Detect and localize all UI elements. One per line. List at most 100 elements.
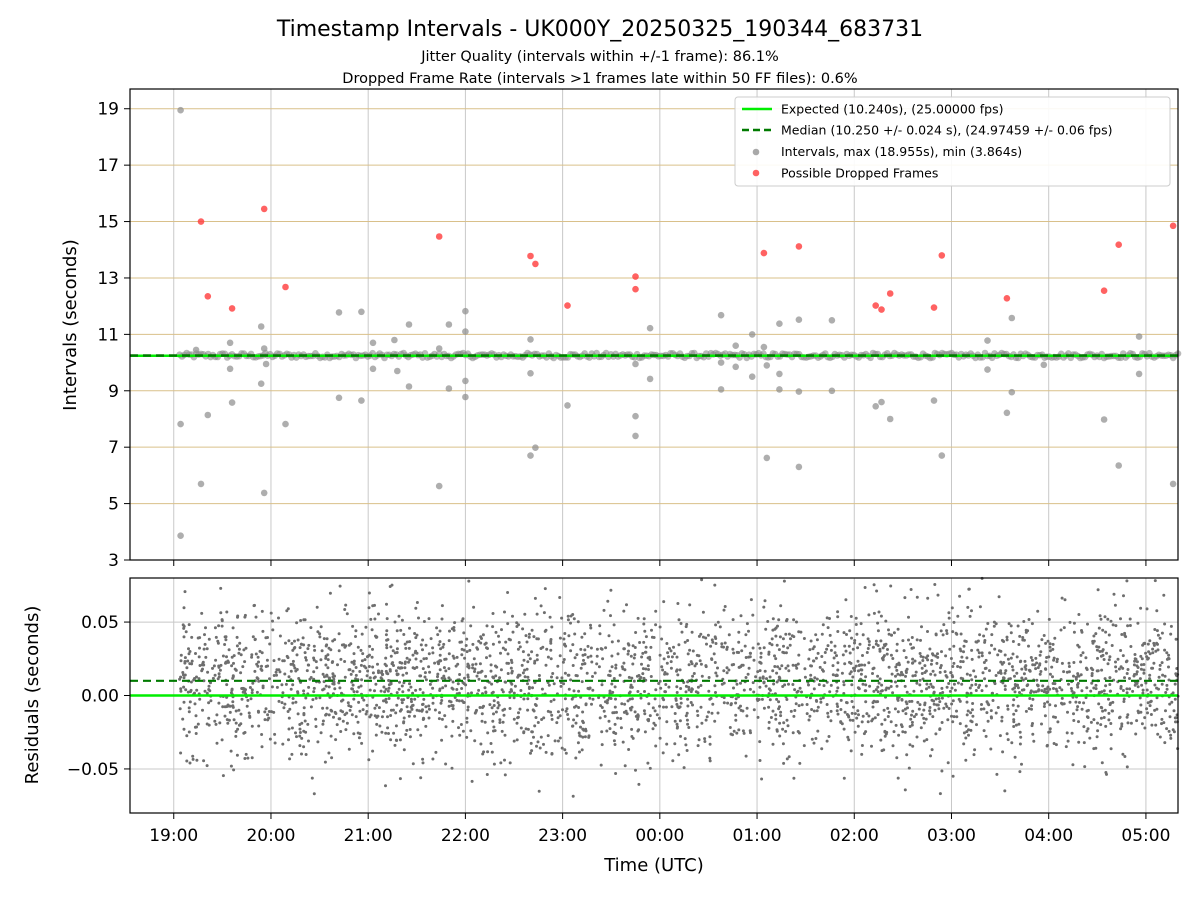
residual-point <box>1030 622 1034 626</box>
residual-point <box>583 735 587 739</box>
residual-point <box>266 718 270 722</box>
residual-point <box>520 663 524 667</box>
residual-point <box>672 652 676 656</box>
residual-point <box>836 615 840 619</box>
residual-point <box>246 756 250 760</box>
residual-point <box>191 754 195 758</box>
residual-point <box>1020 762 1023 766</box>
residual-point <box>444 684 448 688</box>
residual-point <box>1103 615 1107 619</box>
residual-point <box>863 689 867 693</box>
residual-point <box>465 716 469 720</box>
residual-point <box>982 634 986 638</box>
residual-point <box>643 712 647 716</box>
residual-point <box>1003 688 1007 691</box>
residual-point <box>572 617 576 621</box>
residual-point <box>583 632 587 636</box>
residual-point <box>385 602 388 606</box>
dropped-frame-point <box>228 305 236 312</box>
residual-point <box>581 719 585 723</box>
residual-point <box>593 671 597 675</box>
residual-point <box>347 643 351 647</box>
residual-point <box>389 708 393 712</box>
residual-point <box>277 657 281 661</box>
residual-point <box>483 686 487 690</box>
residual-point <box>595 647 599 651</box>
residual-point <box>1170 700 1174 704</box>
residual-point <box>1135 670 1139 674</box>
intervals-y-axis-label: Intervals (seconds) <box>60 239 81 411</box>
residual-point <box>555 676 559 680</box>
residual-point <box>922 739 926 743</box>
residual-point <box>731 647 735 651</box>
residual-point <box>503 733 507 737</box>
residual-point <box>358 670 362 673</box>
residual-point <box>538 746 542 750</box>
residual-point <box>880 656 884 660</box>
residual-point <box>686 652 690 656</box>
residual-point <box>934 632 938 636</box>
residual-point <box>227 718 231 722</box>
residual-point <box>826 644 830 648</box>
residual-point <box>664 705 668 709</box>
residual-point <box>752 690 756 694</box>
residual-point <box>542 611 546 615</box>
residual-point <box>817 683 821 687</box>
residual-point <box>707 710 711 714</box>
residual-point <box>512 717 516 721</box>
residual-point <box>567 673 571 677</box>
residual-point <box>1133 673 1136 676</box>
residual-point <box>427 704 431 708</box>
chart-subtitle-jitter: Jitter Quality (intervals within +/-1 fr… <box>420 49 779 65</box>
residuals-y-ticks: −0.050.000.05 <box>67 613 130 780</box>
residual-point <box>920 666 924 670</box>
residual-point <box>268 642 272 646</box>
residual-point <box>365 674 369 678</box>
residual-point <box>205 722 209 726</box>
residual-point <box>461 729 465 733</box>
residual-point <box>827 735 831 738</box>
residual-point <box>589 646 593 650</box>
residual-point <box>1150 723 1154 727</box>
residual-point <box>530 650 534 654</box>
residual-point <box>230 664 234 668</box>
residual-point <box>325 637 329 641</box>
residual-point <box>760 777 764 781</box>
residual-point <box>783 683 787 687</box>
residual-point <box>1024 709 1028 713</box>
residual-point <box>1095 735 1099 739</box>
residual-point <box>880 683 884 687</box>
residual-point <box>735 682 739 686</box>
residual-point <box>709 644 713 648</box>
residual-point <box>716 620 720 624</box>
residual-point <box>1003 671 1007 675</box>
residual-point <box>550 752 554 756</box>
residual-point <box>303 719 307 723</box>
residual-point <box>202 759 206 763</box>
residual-point <box>357 685 361 689</box>
intervals-y-tick-label: 19 <box>97 100 119 120</box>
residual-point <box>515 625 519 628</box>
residual-point <box>190 659 194 663</box>
residual-point <box>241 665 245 669</box>
residual-point <box>499 668 503 672</box>
residual-point <box>205 691 209 695</box>
residual-point <box>895 756 899 760</box>
residual-point <box>327 685 331 689</box>
interval-outlier-point <box>828 387 836 395</box>
residual-point <box>533 661 537 665</box>
residual-point <box>907 638 910 642</box>
residual-point <box>373 689 376 693</box>
residual-point <box>1100 668 1104 672</box>
residual-point <box>1148 677 1152 681</box>
residual-point <box>989 747 993 751</box>
residual-point <box>614 663 618 667</box>
residual-point <box>688 648 692 652</box>
residual-point <box>369 713 373 717</box>
residual-point <box>506 652 510 656</box>
residual-point <box>421 638 425 642</box>
residual-point <box>730 663 734 667</box>
residual-point <box>967 587 971 591</box>
residual-point <box>447 704 451 708</box>
residual-point <box>734 718 738 722</box>
